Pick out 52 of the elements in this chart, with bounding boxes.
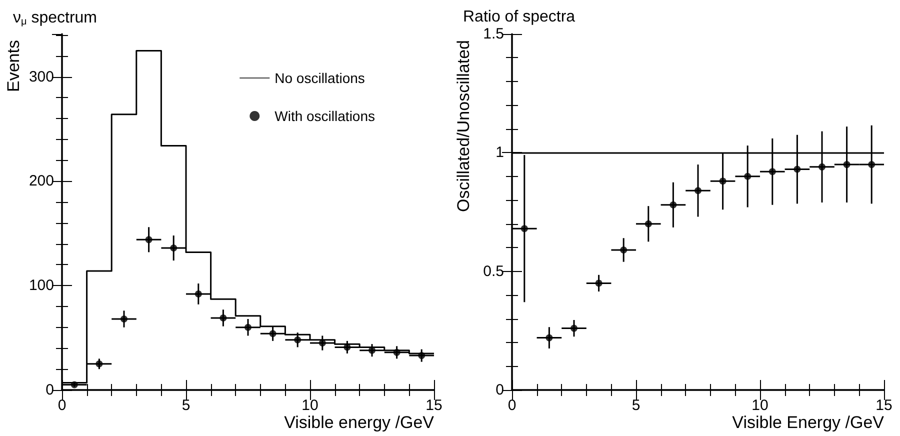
point: [843, 161, 850, 168]
point: [520, 225, 528, 232]
point: [546, 334, 553, 342]
y-tick-label: 200: [28, 172, 54, 190]
point: [120, 316, 128, 323]
y-tick-label: 1.5: [483, 26, 504, 42]
point: [818, 163, 826, 170]
x-tick-label: 10: [752, 397, 768, 414]
point: [670, 201, 677, 208]
x-tick-label: 15: [876, 397, 892, 414]
point: [194, 290, 202, 298]
legend-label: No oscillations: [274, 70, 365, 86]
point: [794, 166, 801, 173]
legend-label: With oscillations: [274, 108, 376, 124]
point: [269, 330, 276, 338]
point: [294, 336, 302, 344]
point: [620, 246, 628, 254]
x-tick-label: 10: [302, 397, 318, 414]
x-tick-label: 0: [58, 397, 66, 414]
point: [220, 314, 227, 322]
point: [768, 168, 776, 176]
point: [418, 352, 426, 360]
point: [719, 178, 726, 185]
point: [145, 236, 152, 244]
y-tick-label: 0: [46, 382, 54, 398]
point: [70, 381, 78, 388]
point: [868, 161, 876, 168]
point: [744, 172, 752, 180]
point: [96, 360, 103, 368]
y-axis-title: Oscillated/Unoscillated: [454, 40, 473, 212]
x-tick-label: 15: [426, 397, 442, 414]
x-tick-label: 5: [182, 397, 190, 414]
y-tick-label: 0: [496, 382, 504, 398]
point: [344, 344, 351, 351]
x-axis-title: Visible energy /GeV: [284, 413, 435, 432]
point: [170, 244, 178, 252]
point: [595, 280, 602, 287]
point: [244, 324, 252, 331]
point: [644, 220, 652, 228]
y-tick-label: 0.5: [483, 262, 504, 280]
y-axis-title: Events: [4, 40, 23, 92]
chart-title: Ratio of spectra: [463, 8, 576, 26]
point: [570, 324, 578, 332]
point: [393, 348, 400, 356]
y-tick-label: 300: [28, 68, 54, 86]
point: [694, 187, 702, 194]
x-tick-label: 5: [632, 397, 640, 414]
point: [318, 340, 326, 347]
x-tick-label: 0: [508, 397, 516, 414]
x-axis-title: Visible Energy /GeV: [732, 413, 885, 432]
y-tick-label: 1: [496, 144, 504, 162]
y-tick-label: 100: [28, 277, 54, 294]
